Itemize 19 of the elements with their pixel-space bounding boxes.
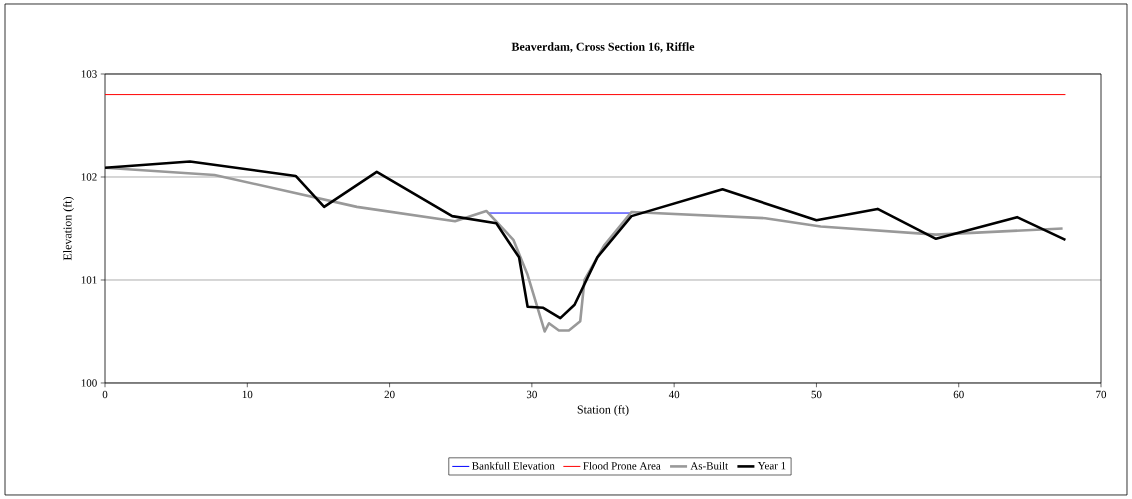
x-tick-label: 10: [242, 390, 253, 399]
x-axis-title: Station (ft): [577, 404, 629, 416]
x-tick-label: 40: [668, 390, 680, 399]
y-tick-label: 103: [81, 70, 97, 78]
x-tick-label: 70: [1096, 390, 1107, 399]
legend-label: Flood Prone Area: [583, 461, 661, 470]
x-tick-label: 60: [953, 390, 964, 399]
legend-label: Bankfull Elevation: [472, 461, 555, 470]
y-tick-label: 100: [81, 379, 97, 387]
x-tick-label: 30: [526, 390, 537, 399]
chart-title: Beaverdam, Cross Section 16, Riffle: [511, 42, 695, 53]
legend-label: As-Built: [690, 461, 729, 470]
y-tick-label: 102: [81, 173, 97, 181]
y-tick-label: 101: [81, 276, 97, 284]
x-tick-label: 50: [811, 390, 822, 399]
x-tick-label: 20: [384, 390, 395, 399]
legend-label: Year 1: [757, 462, 786, 470]
x-tick-label: 0: [102, 390, 108, 399]
y-axis-title: Elevation (ft): [62, 196, 74, 261]
